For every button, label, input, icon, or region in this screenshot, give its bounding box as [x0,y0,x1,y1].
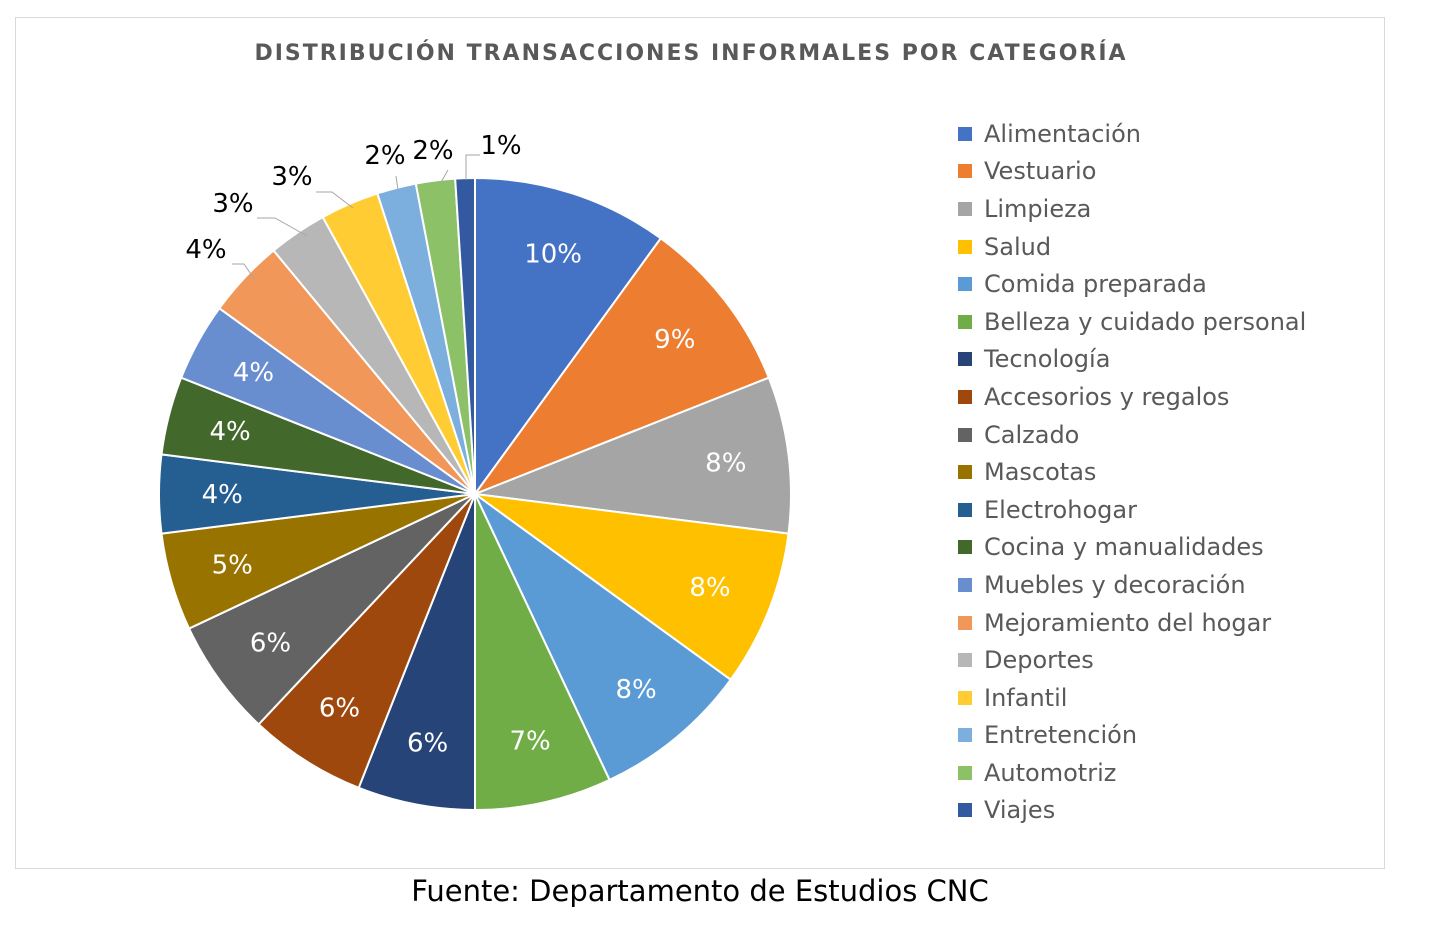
data-label-tecnologia: 6% [407,728,448,758]
data-label-alimentacion: 10% [524,240,582,270]
legend-item-belleza-y-cuidado-personal: Belleza y cuidado personal [958,303,1306,341]
legend-item-salud: Salud [958,228,1306,266]
pie-slice-viajes [454,176,476,495]
leader-lines [232,154,480,281]
pie-slice-tecnologia [357,493,476,812]
legend-item-mejoramiento-del-hogar: Mejoramiento del hogar [958,604,1306,642]
legend-item-electrohogar: Electrohogar [958,491,1306,529]
legend-item-vestuario: Vestuario [958,153,1306,191]
legend-label: Accesorios y regalos [984,382,1230,411]
legend-label: Entretención [984,721,1138,750]
legend-label: Cocina y manualidades [984,533,1264,562]
data-label-viajes: 1% [480,131,521,161]
source-note: Fuente: Departamento de Estudios CNC [411,874,989,908]
legend-label: Salud [984,232,1052,261]
legend-item-alimentacion: Alimentación [958,115,1306,153]
data-label-mascotas: 5% [212,551,253,581]
pie-slice-salud [474,493,790,682]
legend-item-calzado: Calzado [958,416,1306,454]
legend-swatch [958,615,972,630]
data-label-electrohogar: 4% [202,480,243,510]
legend-label: Limpieza [984,194,1092,223]
legend-swatch [958,277,972,292]
legend-label: Mejoramiento del hogar [984,608,1272,637]
data-label-accesorios-y-regalos: 6% [319,693,360,723]
legend-item-accesorios-y-regalos: Accesorios y regalos [958,378,1306,416]
pie-slice-calzado [187,493,476,726]
legend-label: Deportes [984,646,1094,675]
data-label-deportes: 3% [212,189,253,219]
legend-swatch [958,540,972,555]
legend-label: Calzado [984,420,1080,449]
legend-item-deportes: Deportes [958,641,1306,679]
leader-line-mejoramiento-del-hogar [232,263,256,281]
chart-title: DISTRIBUCIÓN TRANSACCIONES INFORMALES PO… [254,41,1128,66]
leader-line-viajes [465,154,480,180]
legend-label: Vestuario [984,157,1097,186]
legend-item-mascotas: Mascotas [958,453,1306,491]
legend-swatch [958,803,972,818]
legend-item-tecnologia: Tecnología [958,341,1306,379]
legend-swatch [958,765,972,780]
legend-swatch [958,577,972,592]
legend-swatch [958,690,972,705]
leader-line-deportes [257,217,308,237]
legend-item-cocina-y-manualidades: Cocina y manualidades [958,529,1306,567]
pie-slices [157,176,792,812]
legend-swatch [958,164,972,179]
legend-item-infantil: Infantil [958,679,1306,717]
legend-item-comida-preparada: Comida preparada [958,265,1306,303]
legend-label: Mascotas [984,458,1097,487]
data-label-mejoramiento-del-hogar: 4% [185,235,226,265]
data-label-muebles-y-decoracion: 4% [233,358,274,388]
legend-swatch [958,389,972,404]
legend-label: Infantil [984,683,1068,712]
data-label-salud: 8% [689,573,730,603]
legend-swatch [958,465,972,480]
legend-item-viajes: Viajes [958,792,1306,830]
data-labels: 10% 9% 8% 8% 8% 7% 6% 6% 6% 5% 4% 4% 4% 4% 3% 3% 2% 2% 1% [185,131,746,758]
legend-swatch [958,427,972,442]
data-label-comida-preparada: 8% [615,675,656,705]
legend-label: Electrohogar [984,495,1137,524]
legend-label: Viajes [984,796,1056,825]
legend-swatch [958,314,972,329]
legend-label: Automotriz [984,758,1117,787]
pie-slice-belleza-y-cuidado-personal [474,493,611,812]
leader-line-infantil [316,191,354,209]
legend-swatch [958,728,972,743]
pie-slice-accesorios-y-regalos [257,493,476,790]
data-label-automotriz: 2% [412,136,453,166]
chart-legend: Alimentación Vestuario Limpieza Salud Comida… [958,115,1306,829]
leader-line-entretencion [395,175,399,191]
pie-slice-vestuario [472,236,771,497]
leader-line-automotriz [439,169,449,185]
data-label-limpieza: 8% [705,448,746,478]
data-label-calzado: 6% [250,629,291,659]
legend-label: Muebles y decoración [984,570,1246,599]
legend-label: Belleza y cuidado personal [984,307,1307,336]
legend-swatch [958,126,972,141]
legend-item-muebles-y-decoracion: Muebles y decoración [958,566,1306,604]
legend-item-limpieza: Limpieza [958,190,1306,228]
data-label-vestuario: 9% [654,325,695,355]
legend-item-entretencion: Entretención [958,717,1306,755]
data-label-infantil: 3% [271,162,312,192]
legend-swatch [958,352,972,367]
legend-label: Alimentación [984,119,1141,148]
legend-swatch [958,502,972,517]
data-label-entretencion: 2% [364,141,405,171]
data-label-belleza-y-cuidado-personal: 7% [509,727,550,757]
legend-item-automotriz: Automotriz [958,754,1306,792]
legend-label: Tecnología [984,345,1111,374]
legend-swatch [958,653,972,668]
pie-slice-alimentacion [474,176,663,498]
legend-swatch [958,239,972,254]
legend-swatch [958,201,972,216]
pie-slice-comida-preparada [474,493,733,782]
pie-slice-limpieza [474,376,792,535]
legend-label: Comida preparada [984,270,1207,299]
data-label-cocina-y-manualidades: 4% [209,417,250,447]
